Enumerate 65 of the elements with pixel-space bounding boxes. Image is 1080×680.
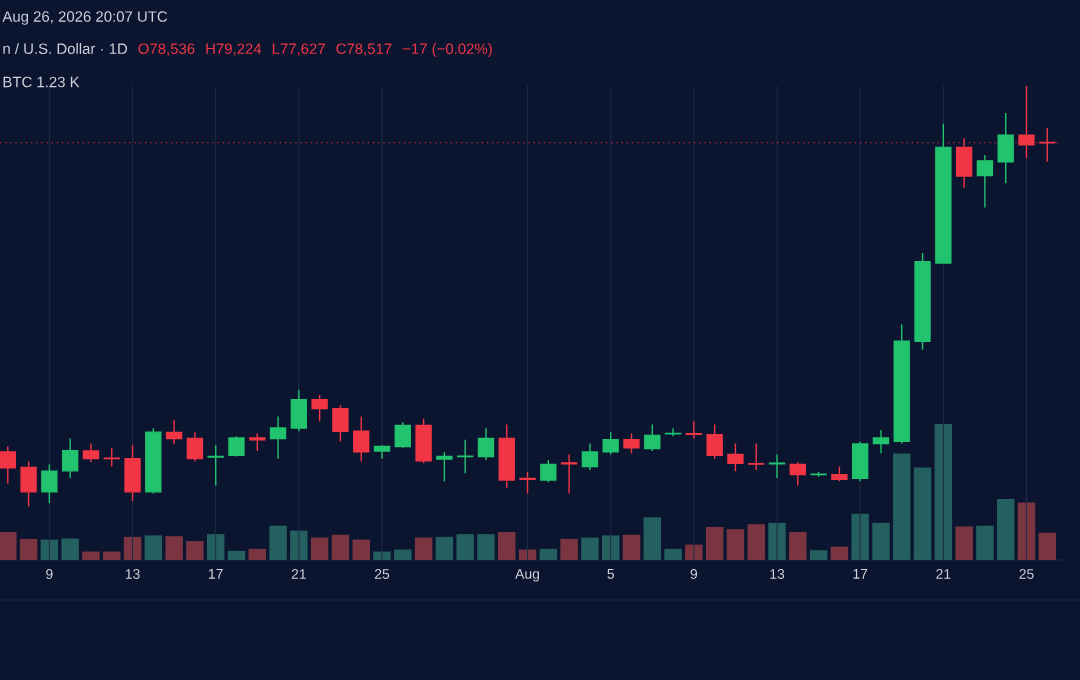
candlestick bbox=[165, 419, 183, 446]
candlestick bbox=[415, 417, 432, 464]
candlestick bbox=[124, 444, 141, 502]
bar bbox=[934, 423, 953, 560]
candlestick bbox=[644, 423, 661, 452]
candlestick bbox=[831, 465, 848, 483]
bar bbox=[1038, 532, 1057, 560]
candlestick bbox=[20, 460, 37, 508]
bar bbox=[1017, 502, 1036, 560]
candlestick bbox=[41, 463, 58, 504]
candlestick bbox=[540, 459, 557, 483]
candlestick bbox=[685, 420, 703, 440]
candlestick bbox=[186, 431, 204, 463]
candlestick bbox=[851, 441, 869, 483]
candlestick bbox=[914, 252, 931, 351]
candlestick bbox=[394, 421, 411, 449]
candlestick bbox=[332, 404, 349, 443]
candlestick bbox=[290, 388, 308, 432]
candlestick bbox=[997, 112, 1014, 184]
bar bbox=[144, 535, 163, 560]
bar bbox=[414, 537, 433, 560]
candlestick bbox=[61, 437, 79, 479]
bar bbox=[622, 534, 641, 560]
candlestick bbox=[581, 442, 599, 471]
bar bbox=[498, 531, 516, 560]
candlestick bbox=[228, 435, 245, 458]
candlestick bbox=[353, 415, 370, 463]
candlestick bbox=[768, 453, 786, 479]
candlestick bbox=[456, 439, 474, 475]
candlestick bbox=[976, 154, 994, 209]
bar bbox=[539, 548, 558, 560]
bar bbox=[206, 534, 225, 560]
bar bbox=[310, 537, 329, 560]
candlestick bbox=[560, 453, 578, 495]
candlestick bbox=[477, 427, 495, 461]
candlestick bbox=[269, 415, 287, 460]
candlestick bbox=[436, 451, 453, 483]
bar bbox=[726, 529, 745, 560]
candlestick bbox=[664, 427, 682, 438]
bar bbox=[227, 550, 246, 560]
candlestick bbox=[810, 471, 827, 478]
candlestick bbox=[872, 429, 890, 454]
bar bbox=[248, 548, 267, 560]
candlestick bbox=[789, 461, 806, 487]
candlestick bbox=[623, 432, 640, 454]
bar bbox=[809, 550, 828, 560]
candlestick bbox=[145, 427, 162, 495]
bar bbox=[123, 536, 142, 560]
bar bbox=[955, 526, 973, 560]
candlestick bbox=[82, 442, 100, 463]
candlestick bbox=[706, 423, 723, 460]
candlestick bbox=[373, 444, 391, 460]
candlestick bbox=[935, 123, 952, 264]
candlestick bbox=[893, 323, 910, 445]
bar bbox=[830, 546, 849, 560]
candlestick bbox=[498, 423, 515, 489]
candlestick bbox=[727, 442, 744, 472]
bar bbox=[913, 467, 932, 560]
bar bbox=[768, 522, 786, 560]
bar bbox=[789, 531, 807, 560]
bar bbox=[747, 524, 765, 560]
candlestick bbox=[602, 431, 619, 456]
candlestick bbox=[311, 394, 328, 422]
bar bbox=[560, 538, 578, 560]
candlestick bbox=[0, 445, 16, 485]
